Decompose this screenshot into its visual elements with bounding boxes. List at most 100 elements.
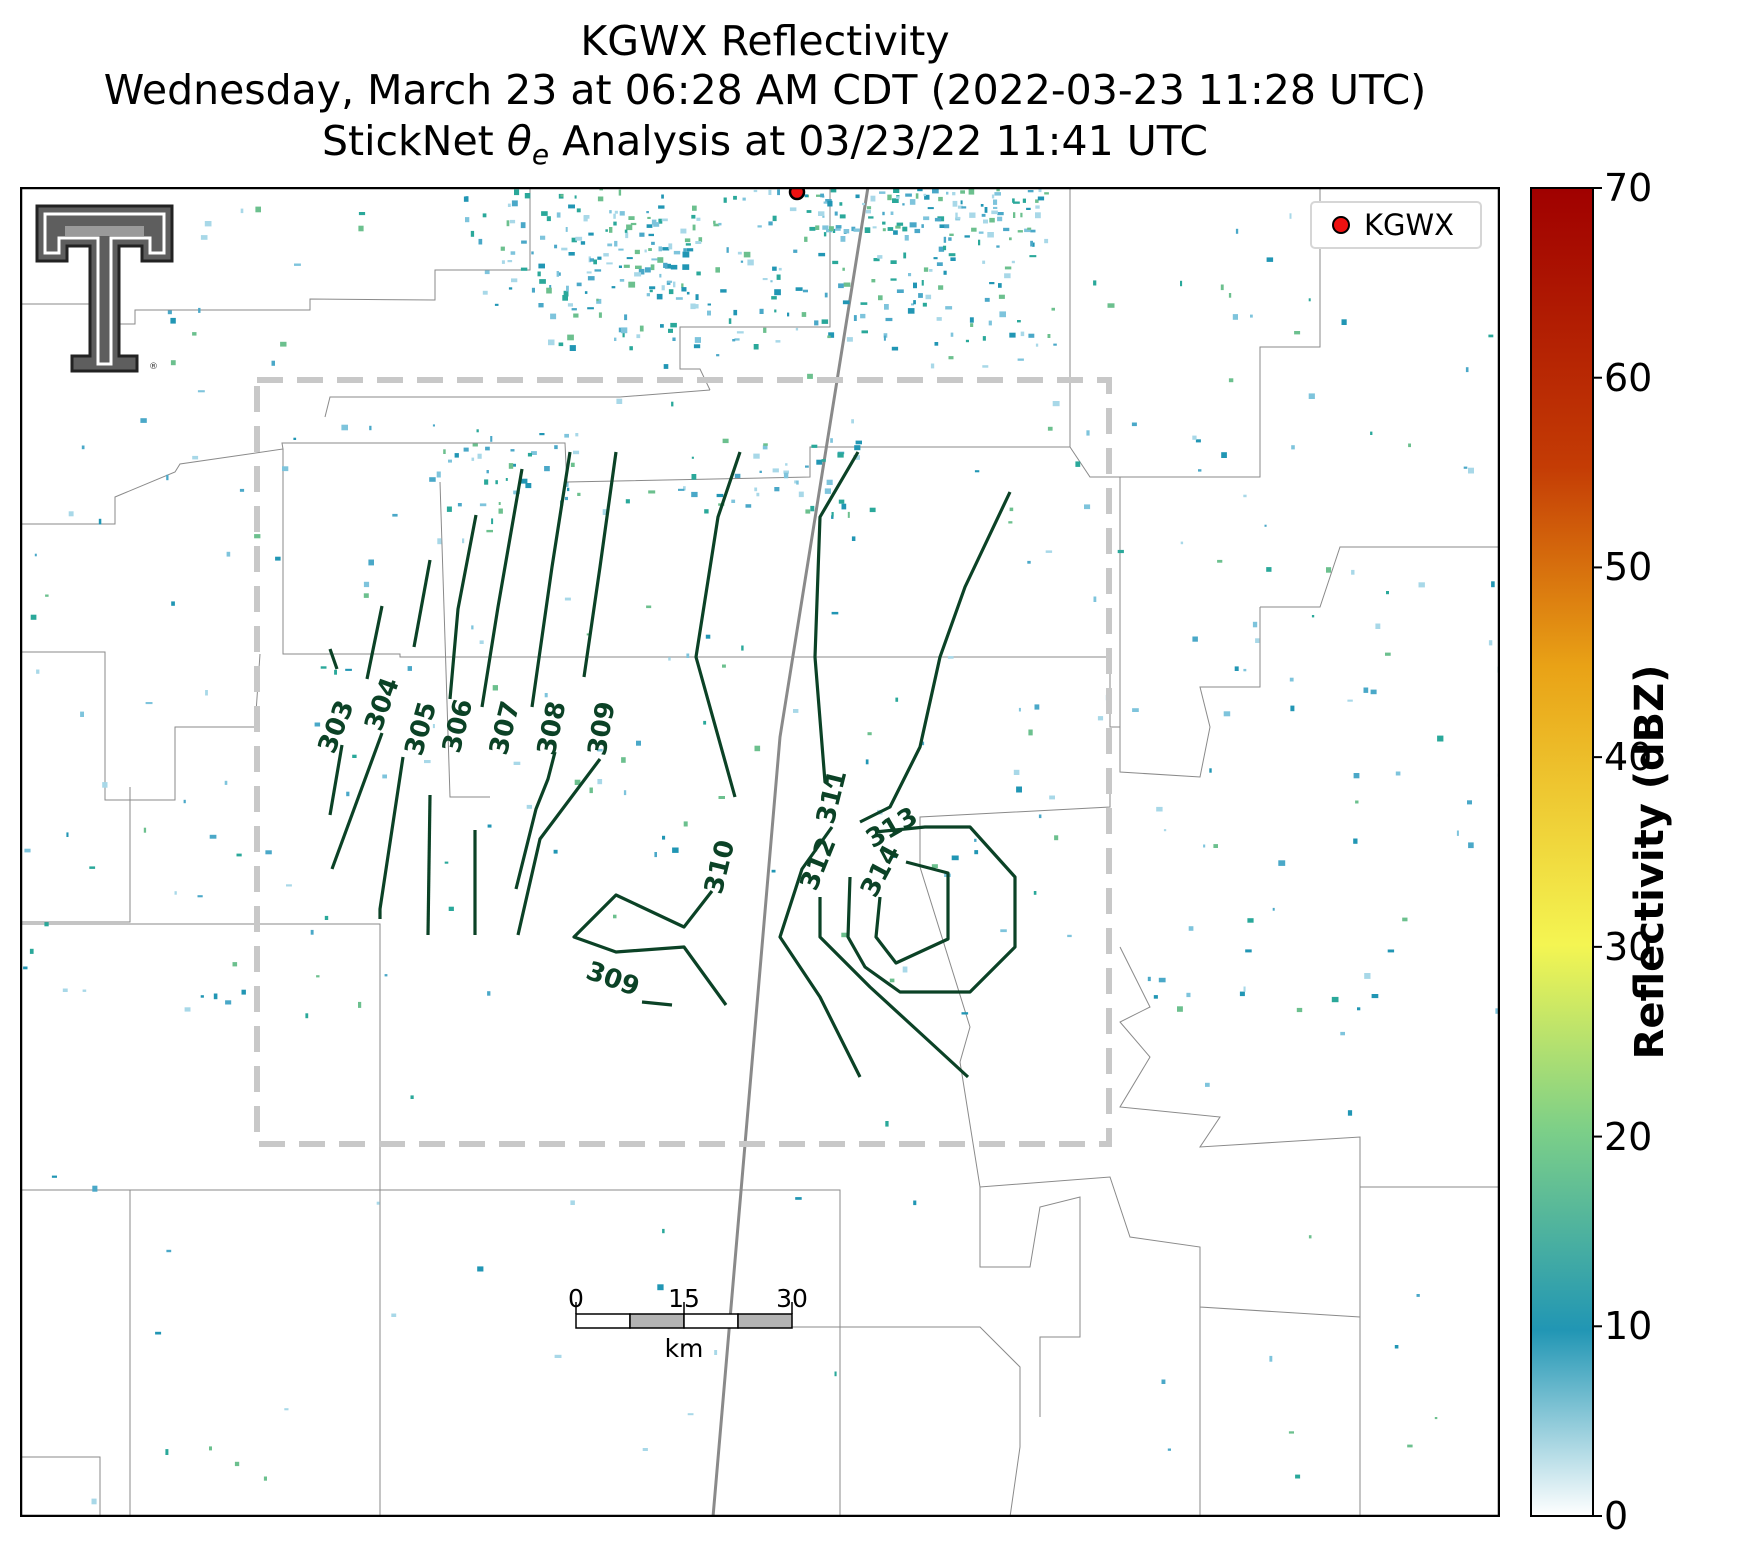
reflectivity-echo bbox=[198, 307, 201, 313]
reflectivity-echo bbox=[754, 745, 761, 752]
reflectivity-echo bbox=[1188, 926, 1194, 931]
reflectivity-echo bbox=[923, 267, 929, 272]
reflectivity-echo bbox=[448, 459, 452, 463]
reflectivity-echo bbox=[1387, 949, 1395, 953]
reflectivity-echo bbox=[34, 553, 37, 557]
reflectivity-echo bbox=[410, 1095, 414, 1099]
colorbar-label-10: 10 bbox=[1604, 1304, 1653, 1349]
contour-label-311: 311 bbox=[811, 767, 853, 827]
reflectivity-echo bbox=[642, 1448, 648, 1451]
reflectivity-echo bbox=[625, 499, 630, 504]
reflectivity-echo bbox=[1020, 331, 1025, 337]
reflectivity-echo bbox=[960, 190, 965, 194]
reflectivity-echo bbox=[1294, 331, 1301, 335]
reflectivity-echo bbox=[921, 280, 924, 286]
reflectivity-echo bbox=[661, 194, 664, 199]
reflectivity-echo bbox=[851, 226, 856, 232]
reflectivity-echo bbox=[553, 849, 558, 854]
reflectivity-echo bbox=[1252, 621, 1258, 628]
reflectivity-echo bbox=[479, 503, 487, 507]
reflectivity-echo bbox=[870, 195, 876, 202]
reflectivity-echo bbox=[753, 453, 760, 459]
reflectivity-echo bbox=[924, 194, 930, 200]
reflectivity-echo bbox=[825, 199, 832, 202]
reflectivity-echo bbox=[996, 188, 1000, 192]
reflectivity-echo bbox=[597, 196, 604, 202]
reflectivity-echo bbox=[851, 536, 856, 541]
reflectivity-echo bbox=[1093, 280, 1097, 286]
reflectivity-echo bbox=[644, 267, 651, 273]
reflectivity-echo bbox=[809, 226, 816, 231]
contour-308b bbox=[514, 751, 557, 890]
reflectivity-echo bbox=[1035, 199, 1039, 203]
reflectivity-echo bbox=[770, 280, 773, 283]
reflectivity-echo bbox=[814, 320, 819, 326]
reflectivity-echo bbox=[544, 693, 548, 698]
reflectivity-echo bbox=[363, 581, 370, 588]
reflectivity-echo bbox=[484, 270, 490, 275]
reflectivity-echo bbox=[1035, 205, 1040, 209]
reflectivity-echo bbox=[436, 471, 441, 478]
reflectivity-echo bbox=[584, 291, 588, 294]
reflectivity-echo bbox=[554, 445, 558, 450]
analysis-domain-box bbox=[254, 377, 1112, 1147]
reflectivity-echo bbox=[818, 211, 825, 216]
reflectivity-echo bbox=[29, 948, 34, 954]
reflectivity-echo bbox=[1347, 1110, 1353, 1116]
reflectivity-echo bbox=[1017, 358, 1024, 361]
reflectivity-echo bbox=[970, 323, 974, 327]
scalebar-tick-0: 0 bbox=[568, 1284, 584, 1313]
reflectivity-echo bbox=[324, 915, 329, 920]
reflectivity-echo bbox=[310, 929, 314, 935]
reflectivity-echo bbox=[477, 453, 482, 459]
reflectivity-echo bbox=[646, 293, 650, 297]
reflectivity-echo bbox=[879, 191, 886, 194]
reflectivity-echo bbox=[539, 279, 546, 284]
reflectivity-echo bbox=[778, 267, 782, 271]
reflectivity-echo bbox=[905, 193, 912, 197]
reflectivity-echo bbox=[753, 344, 759, 350]
reflectivity-echo bbox=[1247, 918, 1254, 923]
reflectivity-echo bbox=[1416, 1294, 1420, 1297]
reflectivity-echo bbox=[834, 228, 841, 231]
reflectivity-echo bbox=[714, 1350, 718, 1355]
reflectivity-echo bbox=[432, 424, 435, 427]
reflectivity-echo bbox=[596, 298, 602, 304]
reflectivity-echo bbox=[102, 782, 108, 788]
reflectivity-echo bbox=[884, 304, 889, 310]
contour-306 bbox=[448, 514, 478, 700]
reflectivity-echo bbox=[507, 203, 511, 207]
reflectivity-echo bbox=[690, 303, 696, 310]
reflectivity-echo bbox=[477, 1266, 484, 1272]
reflectivity-echo bbox=[682, 264, 690, 270]
reflectivity-echo bbox=[685, 243, 691, 246]
reflectivity-echo bbox=[1030, 229, 1036, 233]
reflectivity-echo bbox=[613, 221, 617, 226]
reflectivity-echo bbox=[1463, 466, 1468, 469]
reflectivity-echo bbox=[448, 906, 454, 911]
reflectivity-echo bbox=[391, 1313, 397, 1317]
reflectivity-echo bbox=[707, 303, 711, 306]
reflectivity-echo bbox=[864, 227, 871, 233]
reflectivity-echo bbox=[984, 297, 990, 302]
contour-label-312: 312 bbox=[795, 833, 843, 895]
reflectivity-echo bbox=[1243, 494, 1247, 498]
reflectivity-echo bbox=[589, 787, 593, 794]
reflectivity-echo bbox=[820, 193, 824, 198]
reflectivity-echo bbox=[376, 1201, 380, 1205]
reflectivity-echo bbox=[658, 218, 663, 224]
reflectivity-echo bbox=[822, 215, 825, 218]
reflectivity-echo bbox=[950, 257, 956, 261]
contour-310b bbox=[572, 890, 728, 1006]
reflectivity-echo bbox=[772, 468, 779, 473]
reflectivity-echo bbox=[742, 197, 746, 201]
reflectivity-echo bbox=[904, 235, 909, 241]
reflectivity-echo bbox=[882, 221, 886, 225]
reflectivity-echo bbox=[650, 264, 655, 271]
reflectivity-echo bbox=[896, 289, 904, 293]
reflectivity-echo bbox=[1375, 623, 1381, 629]
reflectivity-echo bbox=[1052, 401, 1060, 407]
reflectivity-echo bbox=[1488, 334, 1494, 338]
reflectivity-echo bbox=[623, 790, 627, 796]
reflectivity-echo bbox=[580, 241, 586, 245]
